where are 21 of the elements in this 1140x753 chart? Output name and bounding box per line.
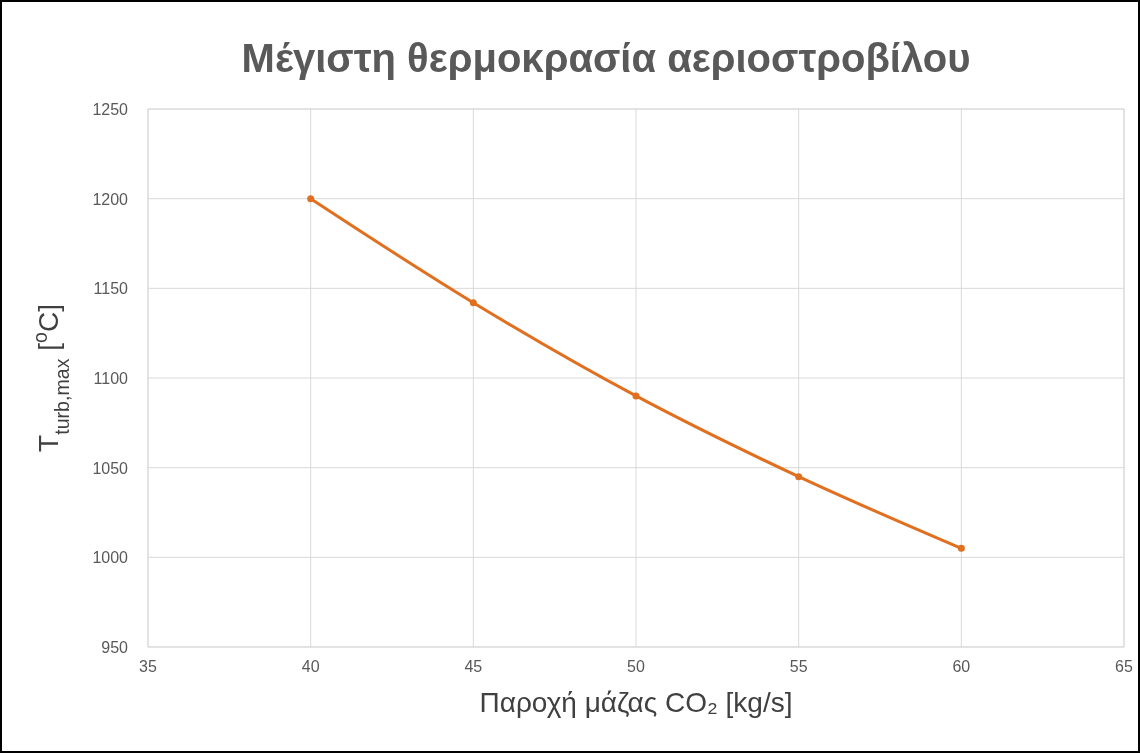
- x-tick-label: 45: [464, 658, 483, 675]
- point: [632, 392, 640, 400]
- x-tick-label: 50: [627, 658, 645, 675]
- x-tick-label: 60: [952, 658, 971, 675]
- x-tick-label: 40: [301, 658, 320, 675]
- y-tick-label: 1250: [92, 101, 129, 118]
- x-axis-title: Παροχή μάζας CO₂ [kg/s]: [479, 687, 793, 718]
- x-tick-label: 65: [1115, 658, 1133, 675]
- point: [795, 473, 803, 481]
- point: [307, 195, 315, 203]
- x-tick-label: 55: [789, 658, 808, 675]
- chart-title: Μέγιστη θερμοκρασία αεριοστροβίλου: [241, 36, 971, 80]
- y-tick-label: 1100: [93, 370, 129, 387]
- y-tick-label: 1050: [92, 459, 129, 477]
- x-tick-label: 35: [139, 658, 157, 675]
- y-tick-label: 1200: [92, 190, 129, 208]
- y-tick-label: 1000: [92, 549, 129, 567]
- y-tick-label: 1150: [93, 280, 129, 298]
- point: [469, 299, 477, 307]
- y-tick-label: 950: [101, 639, 129, 656]
- point: [957, 544, 965, 552]
